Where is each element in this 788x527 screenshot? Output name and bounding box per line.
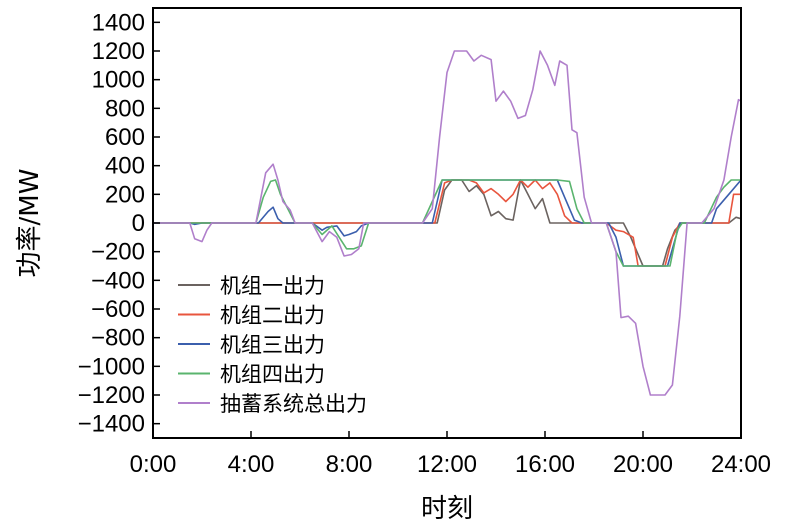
legend-label-5: 抽蓄系统总出力 xyxy=(220,392,367,416)
y-tick-label: 0 xyxy=(132,210,145,237)
y-tick-label: 600 xyxy=(105,124,145,151)
y-tick-label: 1200 xyxy=(92,38,145,65)
y-tick-label: 1400 xyxy=(92,9,145,36)
y-tick-label: −1400 xyxy=(78,411,145,438)
y-tick-label: 800 xyxy=(105,95,145,122)
y-tick-label: −800 xyxy=(91,325,145,352)
legend-label-3: 机组三出力 xyxy=(220,333,325,357)
legend-label-4: 机组四出力 xyxy=(220,363,325,387)
series-line-1 xyxy=(153,179,742,267)
x-axis: 0:00 4:00 8:00 12:00 16:00 20:00 24:00 xyxy=(130,431,771,478)
legend-label-2: 机组二出力 xyxy=(220,304,325,328)
y-tick-label: 1000 xyxy=(92,67,145,94)
y-tick-label: 200 xyxy=(105,181,145,208)
x-tick-label: 0:00 xyxy=(130,451,177,478)
x-tick-label: 20:00 xyxy=(613,451,673,478)
y-tick-label: −400 xyxy=(91,267,145,294)
y-tick-label: −600 xyxy=(91,296,145,323)
y-tick-label: −1000 xyxy=(78,353,145,380)
y-tick-label: −1200 xyxy=(78,382,145,409)
y-axis-title: 功率/MW xyxy=(15,169,45,278)
x-tick-label: 16:00 xyxy=(515,451,575,478)
y-axis: 1400120010008006004002000−200−400−600−80… xyxy=(78,9,160,438)
legend-label-1: 机组一出力 xyxy=(220,274,325,298)
x-axis-title: 时刻 xyxy=(421,494,473,524)
series-line-5 xyxy=(153,50,742,396)
series-lines xyxy=(153,50,742,396)
x-tick-label: 24:00 xyxy=(711,451,771,478)
x-tick-label: 12:00 xyxy=(417,451,477,478)
y-tick-label: −200 xyxy=(91,239,145,266)
x-tick-label: 8:00 xyxy=(326,451,373,478)
x-tick-label: 4:00 xyxy=(228,451,275,478)
y-tick-label: 400 xyxy=(105,153,145,180)
